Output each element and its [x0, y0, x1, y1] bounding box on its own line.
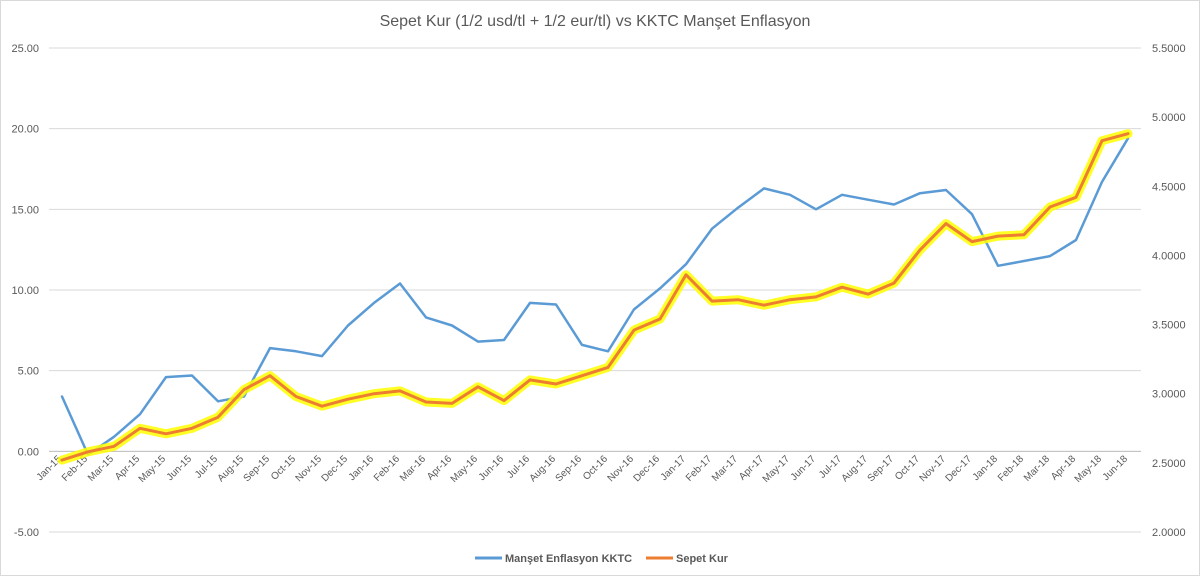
x-tick-label: Jun-17	[789, 453, 819, 483]
x-tick-label: Mar-15	[86, 453, 116, 483]
x-tick-label: Sep-16	[554, 453, 585, 484]
y-right-tick-label: 5.5000	[1152, 43, 1186, 55]
y-left-tick-label: 0.00	[18, 446, 39, 458]
y-axis-left: 25.00 20.00 15.00 10.00 5.00 0.00 -5.00	[11, 43, 39, 539]
x-tick-label: May-17	[761, 453, 793, 485]
y-axis-right: 5.5000 5.0000 4.5000 4.0000 3.5000 3.0000 2.50…	[1152, 43, 1186, 539]
y-right-tick-label: 4.5000	[1152, 181, 1186, 193]
chart-title: Sepet Kur (1/2 usd/tl + 1/2 eur/tl) vs K…	[380, 13, 811, 30]
x-axis: Jan-15Feb-15Mar-15Apr-15May-15Jun-15Jul-…	[35, 450, 1141, 485]
x-tick-label: Aug-16	[528, 453, 559, 484]
x-tick-label: Nov-15	[294, 453, 325, 484]
x-tick-label: Dec-17	[944, 453, 975, 484]
x-tick-label: Nov-17	[918, 453, 949, 484]
x-tick-label: May-18	[1073, 453, 1105, 485]
x-tick-label: Dec-15	[320, 453, 351, 484]
y-left-tick-label: 20.00	[11, 124, 39, 136]
y-left-tick-label: 25.00	[11, 43, 39, 55]
x-tick-label: Nov-16	[606, 453, 637, 484]
x-tick-label: Mar-18	[1022, 453, 1052, 483]
x-tick-label: Jan-16	[347, 453, 377, 483]
series-sepet-kur	[57, 129, 1133, 465]
y-left-tick-label: 15.00	[11, 204, 39, 216]
y-left-tick-label: 5.00	[18, 366, 39, 378]
x-tick-label: May-16	[449, 453, 481, 485]
y-right-tick-label: 2.5000	[1152, 458, 1186, 470]
y-right-tick-label: 3.0000	[1152, 389, 1186, 401]
series-line	[60, 132, 1130, 462]
x-tick-label: Sep-17	[866, 453, 897, 484]
x-tick-label: May-15	[137, 453, 169, 485]
x-tick-label: Jan-17	[659, 453, 689, 483]
x-tick-label: Feb-17	[684, 453, 714, 483]
legend: Manşet Enflasyon KKTC Sepet Kur	[475, 553, 729, 565]
y-left-tick-label: -5.00	[14, 527, 39, 539]
x-tick-label: Mar-17	[710, 453, 740, 483]
legend-label: Sepet Kur	[676, 553, 729, 565]
x-tick-label: Aug-17	[840, 453, 871, 484]
x-tick-label: Feb-16	[372, 453, 402, 483]
x-tick-label: Jun-15	[165, 453, 195, 483]
x-tick-label: Jun-16	[477, 453, 507, 483]
x-tick-label: Jun-18	[1101, 453, 1131, 483]
y-right-tick-label: 5.0000	[1152, 112, 1186, 124]
legend-label: Manşet Enflasyon KKTC	[505, 553, 632, 565]
y-left-tick-label: 10.00	[11, 285, 39, 297]
x-tick-label: Aug-15	[216, 453, 247, 484]
x-tick-label: Feb-18	[996, 453, 1026, 483]
x-tick-label: Jan-18	[971, 453, 1001, 483]
x-tick-label: Mar-16	[398, 453, 428, 483]
x-tick-label: Dec-16	[632, 453, 663, 484]
y-right-tick-label: 3.5000	[1152, 320, 1186, 332]
y-right-tick-label: 4.0000	[1152, 250, 1186, 262]
y-right-tick-label: 2.0000	[1152, 527, 1186, 539]
x-tick-label: Sep-15	[242, 453, 273, 484]
series-layer	[57, 129, 1133, 465]
